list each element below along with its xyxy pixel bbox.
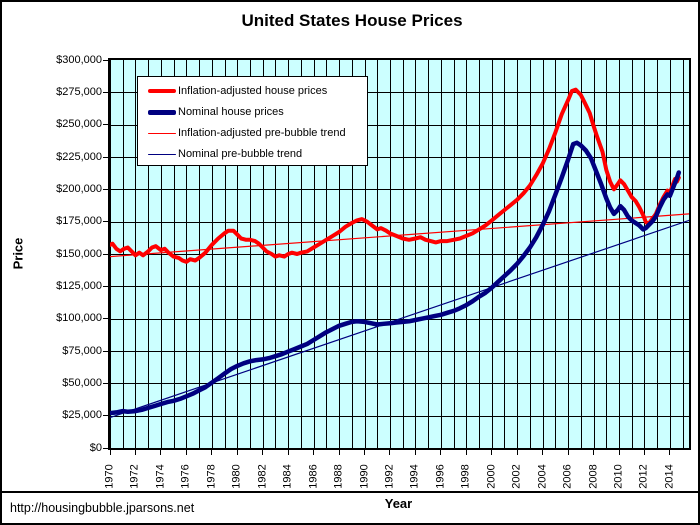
- series-nominal-house-prices: [110, 140, 682, 416]
- y-tick-mark: [103, 221, 108, 223]
- legend-label: Nominal pre-bubble trend: [178, 148, 303, 160]
- y-tick-mark: [103, 350, 108, 352]
- legend-item: Inflation-adjusted house prices: [138, 81, 367, 101]
- y-tick-label: $50,000: [62, 376, 102, 389]
- x-tick-mark: [109, 450, 111, 455]
- x-tick-mark: [364, 450, 365, 455]
- legend-line-swatch: [148, 109, 176, 115]
- y-tick-mark: [103, 285, 108, 287]
- y-tick-mark: [103, 59, 108, 61]
- legend-line-swatch: [148, 89, 176, 93]
- y-tick-label: $175,000: [56, 215, 102, 228]
- y-tick-label: $150,000: [56, 247, 102, 260]
- legend-label: Nominal house prices: [178, 106, 284, 118]
- x-tick-mark: [567, 450, 569, 455]
- y-axis-title: Price: [10, 237, 26, 270]
- x-tick-mark: [491, 450, 493, 455]
- x-tick-mark: [313, 450, 315, 455]
- x-tick-mark: [643, 450, 645, 455]
- legend-line-swatch: [148, 153, 176, 155]
- footer-url: http://housingbubble.jparsons.net: [10, 501, 195, 515]
- legend-label: Inflation-adjusted house prices: [178, 85, 328, 97]
- y-tick-label: $100,000: [56, 312, 102, 325]
- x-tick-mark: [465, 450, 467, 455]
- legend-item: Nominal house prices: [138, 102, 367, 122]
- y-tick-mark: [103, 91, 108, 93]
- x-tick-mark: [440, 450, 442, 455]
- y-tick-mark: [103, 382, 108, 384]
- y-tick-label: $0: [89, 441, 102, 454]
- y-tick-label: $275,000: [56, 85, 102, 98]
- legend-item: Inflation-adjusted pre-bubble trend: [138, 123, 367, 143]
- x-tick-mark: [542, 450, 544, 455]
- legend-item: Nominal pre-bubble trend: [138, 144, 367, 164]
- y-tick-label: $225,000: [56, 150, 102, 163]
- y-tick-mark: [103, 188, 108, 190]
- y-tick-mark: [103, 253, 108, 255]
- x-tick-mark: [287, 450, 289, 455]
- x-tick-mark: [338, 450, 340, 455]
- x-tick-mark: [211, 450, 213, 455]
- y-tick-label: $250,000: [56, 118, 102, 131]
- x-tick-mark: [389, 450, 391, 455]
- legend: Inflation-adjusted house prices Nominal h…: [137, 76, 368, 166]
- x-tick-mark: [185, 450, 187, 455]
- x-tick-mark: [669, 450, 671, 455]
- footer-divider: [2, 491, 698, 493]
- y-tick-label: $200,000: [56, 182, 102, 195]
- legend-line-swatch: [148, 132, 176, 134]
- x-tick-mark: [262, 450, 264, 455]
- y-tick-mark: [103, 447, 108, 449]
- x-axis-title: Year: [384, 496, 413, 511]
- legend-label: Inflation-adjusted pre-bubble trend: [178, 127, 346, 139]
- y-tick-mark: [103, 124, 108, 126]
- y-tick-mark: [103, 318, 108, 320]
- y-tick-label: $75,000: [62, 344, 102, 357]
- series-inflation-adjusted-house-prices: [110, 87, 681, 264]
- y-tick-label: $300,000: [56, 53, 102, 66]
- chart-title: United States House Prices: [241, 11, 463, 30]
- x-tick-mark: [516, 450, 518, 455]
- x-tick-mark: [160, 450, 162, 455]
- y-tick-label: $25,000: [62, 409, 102, 422]
- y-tick-mark: [103, 156, 108, 158]
- x-tick-mark: [134, 450, 136, 455]
- x-tick-mark: [618, 450, 620, 455]
- y-tick-label: $125,000: [56, 279, 102, 292]
- x-tick-mark: [593, 450, 595, 455]
- x-tick-mark: [414, 450, 416, 455]
- y-tick-mark: [103, 415, 108, 417]
- x-tick-mark: [236, 450, 238, 455]
